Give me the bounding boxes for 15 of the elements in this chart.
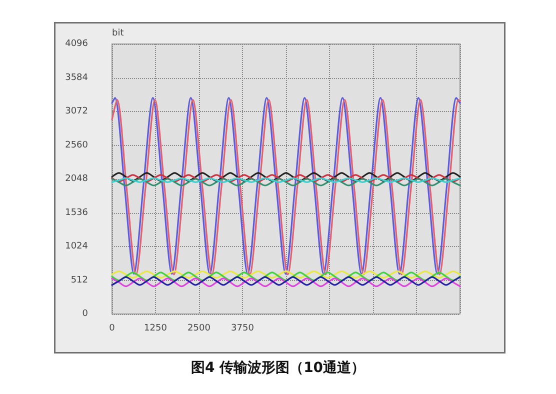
y-tick-label: 1024 bbox=[65, 242, 88, 252]
y-tick-label: 3072 bbox=[65, 106, 88, 116]
y-tick-label: 1536 bbox=[65, 208, 88, 218]
y-tick-label: 2560 bbox=[65, 140, 88, 150]
y-axis-title: bit bbox=[112, 28, 124, 38]
y-tick-label: 2048 bbox=[65, 174, 88, 184]
text: 图4 传输波形图（10通道） bbox=[190, 359, 366, 376]
x-tick-label: 1250 bbox=[144, 324, 168, 334]
x-tick-label: 3750 bbox=[231, 324, 254, 334]
x-tick-label: 0 bbox=[109, 324, 116, 334]
y-tick-label: 4096 bbox=[65, 39, 88, 49]
y-tick-label: 512 bbox=[70, 275, 88, 286]
x-tick-label: 2500 bbox=[188, 324, 211, 334]
y-tick-label: 0 bbox=[82, 309, 88, 319]
y-tick-label: 3584 bbox=[65, 72, 88, 83]
